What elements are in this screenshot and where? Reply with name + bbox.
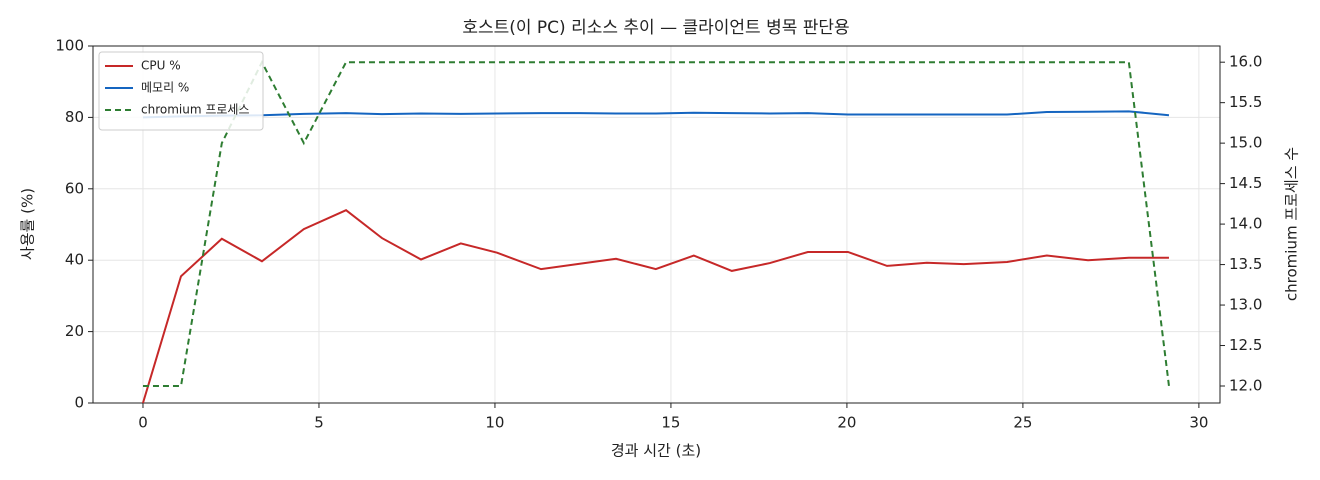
y-tick-label: 0	[74, 394, 84, 412]
series-line	[142, 110, 1170, 119]
legend-box	[98, 51, 264, 131]
x-tick-label: 25	[1013, 414, 1032, 432]
series-line	[142, 209, 1169, 404]
x-tick-label: 30	[1189, 414, 1208, 432]
y-tick-label: 40	[65, 251, 84, 269]
plot-frame	[92, 45, 1221, 404]
y2-tick-label: 12.0	[1229, 377, 1262, 395]
y2-tick-label: 14.0	[1229, 215, 1262, 233]
series-line	[142, 59, 1170, 387]
y2-tick-label: 13.5	[1229, 255, 1262, 273]
y-tick-label: 80	[65, 108, 84, 126]
y-tick-label: 100	[55, 37, 84, 55]
y2-tick-label: 13.0	[1229, 296, 1262, 314]
y-tick-label: 60	[65, 179, 84, 197]
legend-label: CPU %	[141, 59, 181, 73]
chart-title: 호스트(이 PC) 리소스 추이 — 클라이언트 병목 판단용	[462, 18, 849, 38]
x-tick-label: 10	[485, 414, 504, 432]
y2-tick-label: 15.0	[1229, 134, 1262, 152]
legend-label: chromium 프로세스	[141, 103, 250, 117]
y2-tick-label: 14.5	[1229, 174, 1262, 192]
y-tick-label: 20	[65, 322, 84, 340]
x-tick-label: 15	[661, 414, 680, 432]
y2-tick-label: 16.0	[1229, 53, 1262, 71]
x-axis-label: 경과 시간 (초)	[611, 442, 701, 460]
x-tick-label: 20	[837, 414, 856, 432]
legend-label: 메모리 %	[141, 81, 189, 95]
x-tick-label: 0	[138, 414, 148, 432]
y2-tick-label: 15.5	[1229, 93, 1262, 111]
x-tick-label: 5	[314, 414, 324, 432]
y-axis-label: 사용률 (%)	[19, 188, 37, 260]
y2-axis-label: chromium 프로세스 수	[1283, 147, 1301, 301]
y2-tick-label: 12.5	[1229, 336, 1262, 354]
